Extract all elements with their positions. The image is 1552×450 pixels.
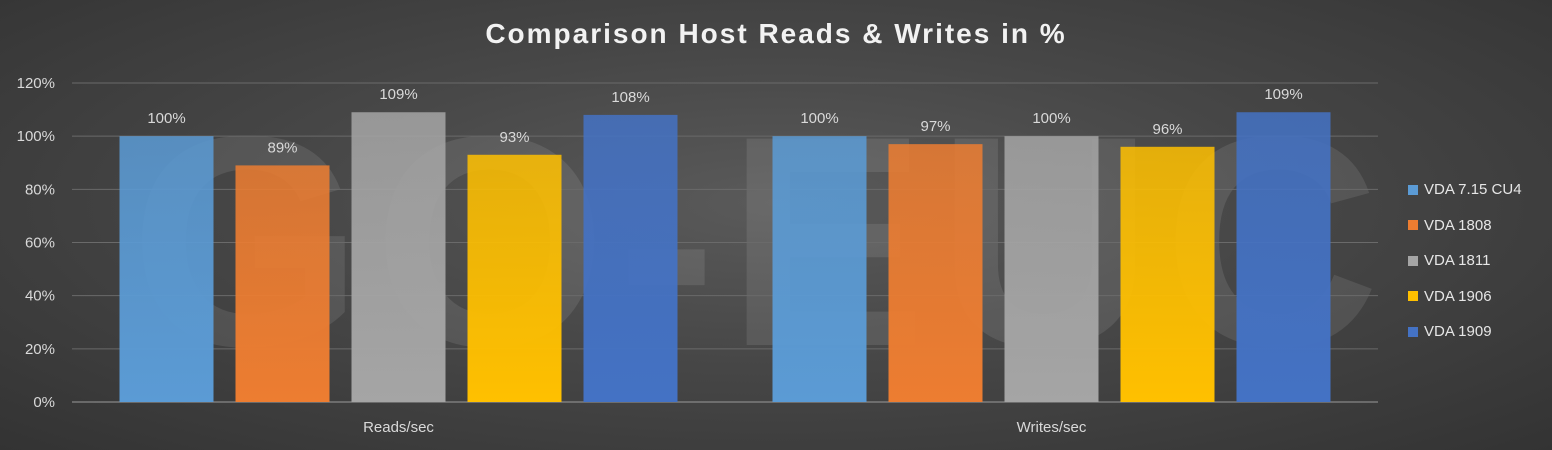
y-axis-ticks: 0% 20% 40% 60% 80% 100% 120% — [17, 75, 55, 411]
y-tick-label: 0% — [33, 394, 55, 411]
legend-swatch — [1408, 291, 1418, 302]
data-label: 100% — [800, 110, 838, 127]
legend-label: VDA 1906 — [1424, 287, 1492, 305]
bar — [772, 136, 867, 402]
data-label: 96% — [1152, 121, 1182, 138]
legend-label: VDA 7.15 CU4 — [1424, 181, 1522, 199]
bar — [1236, 112, 1331, 402]
y-tick-label: 100% — [17, 128, 55, 145]
y-tick-label: 20% — [25, 341, 55, 358]
legend-item: VDA 1808 — [1408, 208, 1548, 244]
data-label: 109% — [1264, 86, 1302, 103]
bar — [467, 154, 562, 402]
legend-swatch — [1408, 184, 1418, 195]
legend-item: VDA 1906 — [1408, 279, 1548, 315]
y-tick-label: 80% — [25, 181, 55, 198]
legend-label: VDA 1808 — [1424, 216, 1492, 234]
bar — [119, 136, 214, 402]
data-label: 108% — [611, 89, 649, 106]
bar — [1004, 136, 1099, 402]
legend-swatch — [1408, 220, 1418, 231]
x-tick-label: Reads/sec — [363, 419, 434, 436]
chart-title: Comparison Host Reads & Writes in % — [485, 18, 1067, 49]
legend-label: VDA 1811 — [1424, 252, 1491, 270]
data-label: 100% — [147, 110, 185, 127]
data-label: 93% — [499, 129, 529, 146]
x-tick-label: Writes/sec — [1017, 419, 1087, 436]
y-tick-label: 120% — [17, 75, 55, 92]
legend-label: VDA 1909 — [1424, 323, 1492, 341]
data-label: 109% — [379, 86, 417, 103]
bar — [583, 114, 678, 403]
legend-item: VDA 1909 — [1408, 314, 1548, 350]
y-tick-label: 60% — [25, 235, 55, 252]
data-label: 100% — [1032, 110, 1070, 127]
legend-item: VDA 1811 — [1408, 243, 1548, 279]
bar — [351, 112, 446, 402]
bars — [119, 112, 1331, 403]
data-label: 89% — [267, 139, 297, 156]
data-label: 97% — [920, 118, 950, 135]
legend: VDA 7.15 CU4 VDA 1808 VDA 1811 VDA 1906 VDA … — [1408, 172, 1548, 350]
legend-swatch — [1408, 255, 1418, 266]
bar — [888, 144, 983, 402]
legend-item: VDA 7.15 CU4 — [1408, 172, 1548, 208]
y-tick-label: 40% — [25, 288, 55, 305]
bar — [235, 165, 330, 402]
data-labels: 100% 89% 109% 93% 108% 100% 97% 100% 96% 109% — [147, 86, 1302, 156]
x-axis-ticks: Reads/sec Writes/sec — [363, 419, 1087, 436]
bar — [1120, 146, 1215, 402]
legend-swatch — [1408, 326, 1418, 337]
